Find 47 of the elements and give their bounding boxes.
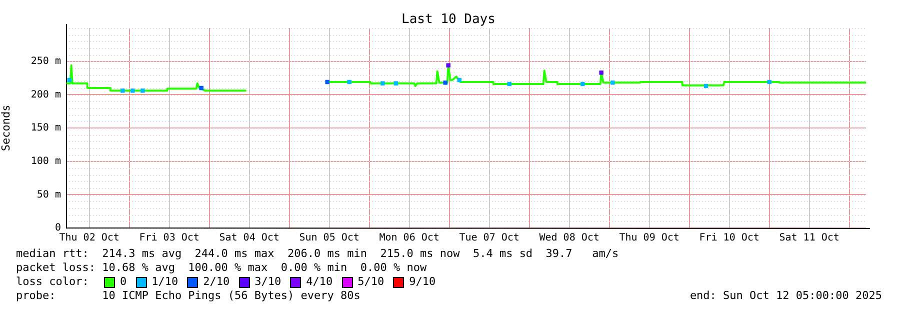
point <box>130 88 135 93</box>
point <box>443 80 448 85</box>
point <box>446 63 450 68</box>
x-tick-label: Sun 05 Oct <box>299 232 360 244</box>
point <box>457 78 462 82</box>
point <box>610 80 615 85</box>
x-tick-label: Fri 03 Oct <box>139 232 200 244</box>
y-tick-label: 100 m <box>30 156 61 167</box>
point <box>380 81 385 86</box>
x-tick-label: Thu 09 Oct <box>619 232 680 244</box>
text: packet loss: 10.68 % avg 100.00 % max 0.00 % min 0.00 % now <box>16 261 428 275</box>
x-tick-label: Wed 08 Oct <box>539 232 600 244</box>
y-tick-label: 150 m <box>30 122 61 134</box>
text: end: Sun Oct 12 05:00:00 2025 <box>690 289 882 303</box>
x-tick-label: Mon 06 Oct <box>379 232 440 244</box>
point <box>347 80 352 84</box>
legend-title: loss color: <box>16 275 90 289</box>
point <box>67 78 72 82</box>
x-tick-label: Fri 10 Oct <box>699 232 760 244</box>
x-tick-label: Sat 04 Oct <box>219 232 280 244</box>
y-axis-title: Seconds <box>0 104 12 152</box>
y-tick-label: 50 m <box>36 189 61 200</box>
text: probe: 10 ICMP Echo Pings (56 Bytes) every 80s <box>16 289 360 303</box>
legend-label: 0 <box>120 275 127 289</box>
y-tick-label: 200 m <box>30 89 61 100</box>
legend-label: 9/10 <box>409 275 436 289</box>
point <box>140 88 145 93</box>
y-tick-label: 0 <box>54 222 61 234</box>
x-tick-label: Thu 02 Oct <box>59 232 120 244</box>
point <box>580 82 585 86</box>
chart-title: Last 10 Days <box>400 12 496 27</box>
point <box>507 82 512 86</box>
point <box>767 80 772 84</box>
x-tick-label: Tue 07 Oct <box>459 232 520 244</box>
legend-label: 2/10 <box>203 275 230 289</box>
legend-label: 4/10 <box>306 275 333 289</box>
x-tick-label: Sat 11 Oct <box>779 232 840 244</box>
text: median rtt: 214.3 ms avg 244.0 ms max 206.0 ms min 215.0 ms now 5.4 ms sd 39.7 am/s <box>16 247 620 261</box>
point <box>394 81 398 86</box>
point <box>199 86 204 90</box>
legend-label: 1/10 <box>152 275 178 289</box>
legend-label: 5/10 <box>358 275 384 289</box>
point <box>599 70 604 75</box>
point <box>325 80 330 84</box>
y-tick-label: 250 m <box>30 56 61 67</box>
point <box>120 88 125 93</box>
legend-label: 3/10 <box>254 275 282 289</box>
